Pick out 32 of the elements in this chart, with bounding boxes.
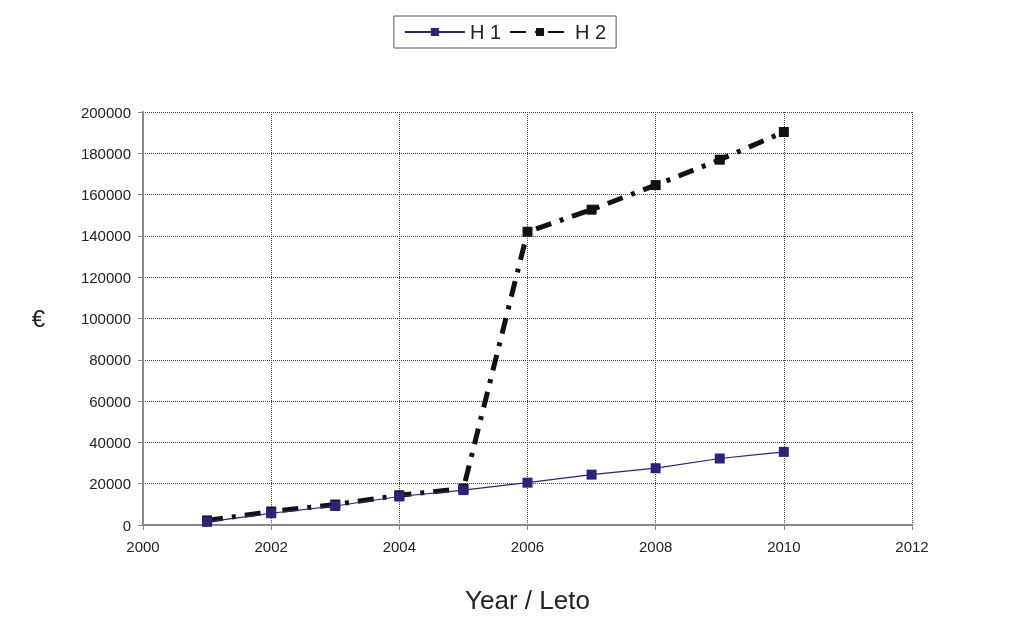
y-tick-label: 40000 bbox=[89, 433, 131, 451]
x-tick-label: 2006 bbox=[510, 538, 545, 555]
y-axis-title: € bbox=[31, 305, 46, 332]
x-tick-label: 2002 bbox=[254, 538, 288, 555]
y-tick-label: 140000 bbox=[80, 227, 131, 245]
y-tick-label: 20000 bbox=[89, 475, 131, 493]
y-tick-label: 180000 bbox=[80, 144, 131, 162]
y-tick-label: 100000 bbox=[80, 310, 131, 327]
point bbox=[714, 453, 725, 464]
y-tick-label: 0 bbox=[122, 516, 131, 534]
point bbox=[522, 477, 533, 488]
point bbox=[650, 180, 661, 191]
x-axis-title: Year / Leto bbox=[465, 585, 590, 615]
point bbox=[714, 154, 725, 165]
point bbox=[522, 226, 533, 237]
y-tick-label: 120000 bbox=[80, 268, 131, 286]
x-tick-label: 2010 bbox=[767, 538, 801, 555]
y-tick-label: 200000 bbox=[80, 103, 131, 121]
y-tick-label: 80000 bbox=[89, 351, 131, 369]
legend-label: H 1 bbox=[469, 21, 501, 43]
x-tick-label: 2004 bbox=[382, 538, 417, 555]
y-tick-label: 160000 bbox=[80, 186, 131, 204]
point bbox=[586, 204, 597, 215]
point bbox=[586, 469, 597, 480]
point bbox=[778, 127, 789, 138]
y-tick-label: 60000 bbox=[89, 392, 131, 410]
x-tick-label: 2008 bbox=[638, 538, 673, 555]
point bbox=[650, 463, 661, 474]
x-tick-label: 2012 bbox=[895, 538, 929, 555]
x-tick-label: 2000 bbox=[126, 538, 160, 555]
point bbox=[778, 446, 789, 457]
legend-label: H 2 bbox=[575, 21, 607, 43]
